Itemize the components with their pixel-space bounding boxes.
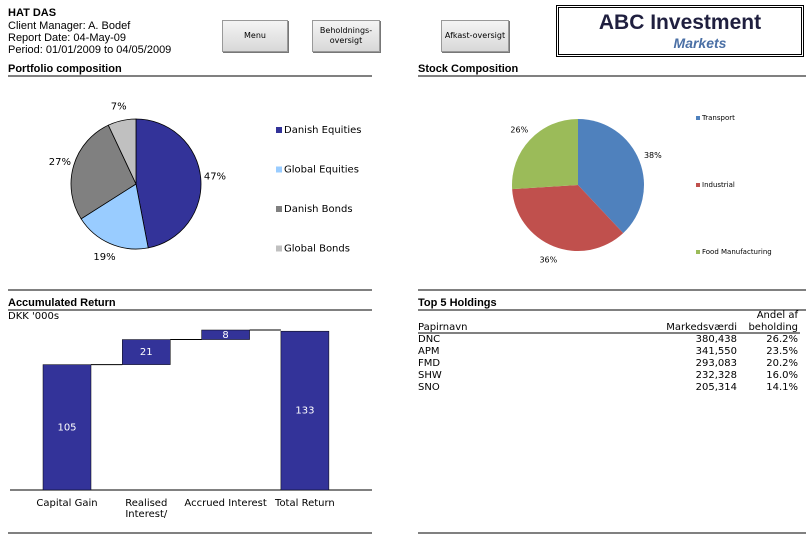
bar [201,329,250,340]
data-label: 36% [539,255,557,264]
table-cell: 26.2% [766,334,798,345]
period: Period: 01/01/2009 to 04/05/2009 [8,44,172,56]
legend-swatch [276,206,282,212]
data-label: 8 [222,330,228,341]
data-label: 7% [111,102,127,113]
logo-title: ABC Investment [598,11,762,34]
data-label: 105 [57,422,76,433]
column-header: Markedsværdi [666,322,737,333]
section-title: Portfolio composition [8,63,122,75]
data-label: 21 [140,347,153,358]
x-tick-label: Total Return [275,498,335,509]
legend-label: Industrial [702,181,735,189]
legend-label: Food Manufacturing [702,248,772,256]
section-title: Top 5 Holdings [418,297,497,309]
x-tick-label: Realised Interest/ [125,498,168,520]
pie-slice [135,118,202,249]
bar [122,339,171,365]
table-cell: APM [418,346,440,357]
pie-slice [70,124,137,220]
pie-slice [578,119,644,234]
pie-slice [80,183,149,250]
client-manager: Client Manager: A. Bodef [8,20,131,32]
return-button[interactable]: Afkast-oversigt [441,20,509,52]
data-label: 47% [204,172,226,183]
menu-button[interactable]: Menu [222,20,288,52]
data-label: 26% [510,125,528,134]
table-cell: 16.0% [766,370,798,381]
table-cell: 14.1% [766,382,798,393]
table-cell: 23.5% [766,346,798,357]
table-cell: 205,314 [695,382,737,393]
x-tick-label: Capital Gain [36,498,98,509]
bar [42,364,92,491]
data-label: 19% [93,252,115,263]
pie-slice [107,118,137,185]
legend-swatch [696,116,700,120]
legend-label: Global Equities [284,165,359,176]
bar [280,330,330,491]
section-title: Stock Composition [418,63,519,75]
table-cell: SHW [418,370,442,381]
legend-label: Danish Equities [284,125,362,136]
section-title: Accumulated Return [8,297,116,309]
report-title: HAT DAS [8,7,57,19]
data-label: 38% [644,151,662,160]
pie-slice [512,119,578,190]
x-tick-label: Accrued Interest [184,498,267,509]
column-header: Papirnavn [418,322,468,333]
legend-swatch [276,127,282,133]
table-cell: 293,083 [695,358,737,369]
logo: ABC Investment Markets [556,5,804,57]
legend-swatch [696,250,700,254]
legend-swatch [696,183,700,187]
pie-slice [512,185,624,251]
table-cell: DNC [418,334,441,345]
data-label: 27% [49,157,71,168]
legend-label: Danish Bonds [284,204,353,215]
legend-label: Global Bonds [284,244,350,255]
table-cell: 20.2% [766,358,798,369]
legend-label: Transport [701,114,735,122]
table-cell: SNO [418,382,440,393]
data-label: 133 [295,406,314,417]
logo-subtitle: Markets [673,35,727,51]
table-cell: 380,438 [695,334,737,345]
report-date: Report Date: 04-May-09 [8,32,126,44]
legend-swatch [276,245,282,252]
holdings-button[interactable]: Beholdnings- oversigt [312,20,380,52]
table-cell: 232,328 [695,370,737,381]
chart-subtitle: DKK '000s [8,311,60,322]
column-header: Andel af beholding [748,310,798,333]
table-cell: FMD [418,358,441,369]
table-cell: 341,550 [695,346,737,357]
legend-swatch [276,166,282,173]
